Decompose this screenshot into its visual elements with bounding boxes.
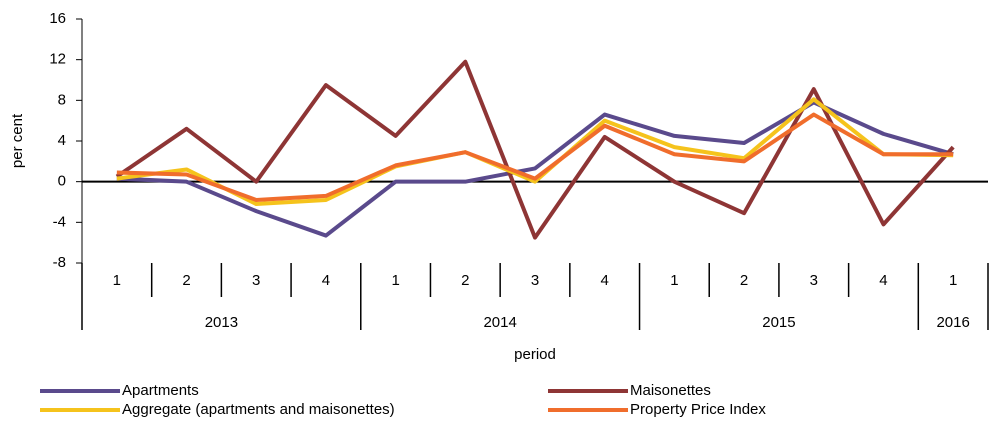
x-tick-label: 2 <box>740 272 748 289</box>
year-label: 2013 <box>205 314 238 331</box>
y-tick-label: 0 <box>58 173 66 190</box>
y-tick-label: 12 <box>49 51 66 68</box>
x-tick-label: 3 <box>252 272 260 289</box>
year-label: 2014 <box>483 314 516 331</box>
x-tick-label: 4 <box>879 272 887 289</box>
y-axis-title: per cent <box>9 113 26 168</box>
series-line <box>116 100 954 238</box>
x-tick-label: 2 <box>461 272 469 289</box>
x-tick-label: 3 <box>810 272 818 289</box>
x-tick-label: 4 <box>601 272 609 289</box>
year-label: 2015 <box>762 314 795 331</box>
x-tick-label: 1 <box>670 272 678 289</box>
legend-label: Maisonettes <box>630 382 711 399</box>
legend-label: Property Price Index <box>630 401 766 418</box>
x-tick-label: 1 <box>391 272 399 289</box>
y-tick-label: 16 <box>49 10 66 27</box>
x-tick-label: 4 <box>322 272 330 289</box>
series-line <box>115 59 955 240</box>
y-tick-label: 4 <box>58 132 66 149</box>
year-label: 2016 <box>936 314 969 331</box>
y-tick-label: -4 <box>53 213 66 230</box>
series-line <box>116 112 954 202</box>
x-tick-label: 1 <box>949 272 957 289</box>
y-tick-label: -8 <box>53 254 66 271</box>
x-tick-label: 3 <box>531 272 539 289</box>
legend-label: Apartments <box>122 382 199 399</box>
x-axis-title: period <box>514 346 556 363</box>
series-line <box>116 97 954 207</box>
legend-label: Aggregate (apartments and maisonettes) <box>122 401 395 418</box>
y-tick-label: 8 <box>58 91 66 108</box>
x-tick-label: 2 <box>182 272 190 289</box>
x-tick-label: 1 <box>113 272 121 289</box>
